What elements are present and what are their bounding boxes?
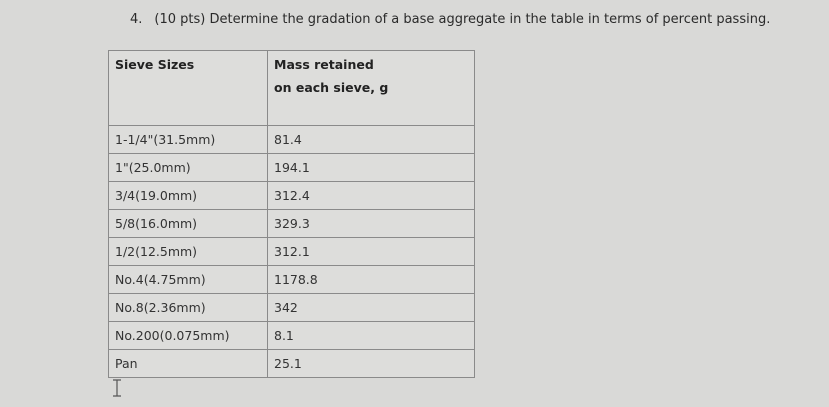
mass-retained: 1178.8 xyxy=(267,265,475,294)
question-number: 4. xyxy=(130,12,143,27)
mass-retained: 25.1 xyxy=(267,349,475,378)
header-text: on each sieve, g xyxy=(274,80,389,95)
table-row: 3/4(19.0mm) 312.4 xyxy=(108,181,475,210)
table-body: Sieve Sizes Mass retained on each sieve, … xyxy=(108,50,475,378)
table-row: No.8(2.36mm) 342 xyxy=(108,293,475,322)
sieve-size: No.200(0.075mm) xyxy=(108,321,268,350)
table-row: No.200(0.075mm) 8.1 xyxy=(108,321,475,350)
table-row: 1/2(12.5mm) 312.1 xyxy=(108,237,475,266)
table-row: 1"(25.0mm) 194.1 xyxy=(108,153,475,182)
sieve-size: 1/2(12.5mm) xyxy=(108,237,268,266)
sieve-size: Pan xyxy=(108,349,268,378)
table-row: 1-1/4"(31.5mm) 81.4 xyxy=(108,125,475,154)
mass-retained: 194.1 xyxy=(267,153,475,182)
mass-retained: 312.4 xyxy=(267,181,475,210)
header-cell: Sieve Sizes xyxy=(108,50,268,126)
mass-retained: 312.1 xyxy=(267,237,475,266)
sieve-table: Sieve Sizes Mass retained on each sieve, … xyxy=(108,50,475,378)
table-row: Pan 25.1 xyxy=(108,349,475,378)
header-cell: Mass retained on each sieve, g xyxy=(267,50,475,126)
question: 4. (10 pts) Determine the gradation of a … xyxy=(130,12,782,27)
mass-retained: 8.1 xyxy=(267,321,475,350)
sieve-size: 1-1/4"(31.5mm) xyxy=(108,125,268,154)
table-row: 5/8(16.0mm) 329.3 xyxy=(108,209,475,238)
sieve-size: No.4(4.75mm) xyxy=(108,265,268,294)
sieve-size: 3/4(19.0mm) xyxy=(108,181,268,210)
mass-retained: 329.3 xyxy=(267,209,475,238)
sieve-size: 5/8(16.0mm) xyxy=(108,209,268,238)
sieve-size: No.8(2.36mm) xyxy=(108,293,268,322)
header-row: Sieve Sizes Mass retained on each sieve, … xyxy=(108,50,475,126)
sieve-size: 1"(25.0mm) xyxy=(108,153,268,182)
header-text: Mass retained xyxy=(274,57,374,72)
question-text: (10 pts) Determine the gradation of a ba… xyxy=(154,12,771,27)
text-cursor xyxy=(113,379,121,397)
table-row: No.4(4.75mm) 1178.8 xyxy=(108,265,475,294)
mass-retained: 81.4 xyxy=(267,125,475,154)
mass-retained: 342 xyxy=(267,293,475,322)
